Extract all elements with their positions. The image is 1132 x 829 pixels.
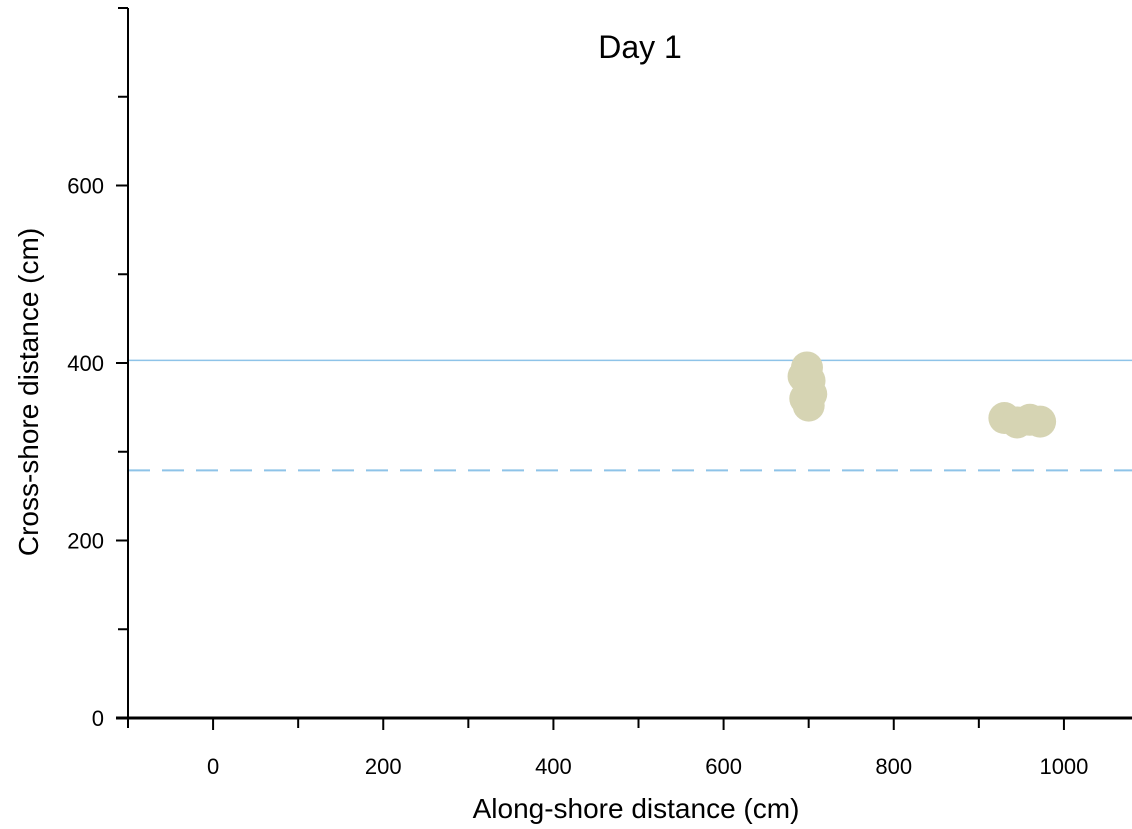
data-point bbox=[1024, 405, 1057, 438]
x-tick-label: 200 bbox=[365, 754, 402, 779]
reference-lines bbox=[128, 359, 1132, 472]
y-tick-label: 200 bbox=[67, 529, 104, 554]
x-tick-label: 1000 bbox=[1039, 754, 1088, 779]
data-point bbox=[789, 382, 822, 415]
x-tick-label: 600 bbox=[705, 754, 742, 779]
x-tick-label: 0 bbox=[207, 754, 219, 779]
y-axis-ticks: 0 200 400 600 bbox=[67, 7, 128, 731]
x-axis-ticks: 0 200 400 600 800 1000 bbox=[127, 718, 1088, 779]
x-tick-label: 400 bbox=[535, 754, 572, 779]
x-axis-title: Along-shore distance (cm) bbox=[473, 793, 800, 824]
chart-title: Day 1 bbox=[598, 29, 682, 65]
y-axis-title: Cross-shore distance (cm) bbox=[13, 228, 44, 556]
data-points bbox=[787, 351, 1057, 439]
y-tick-label: 400 bbox=[67, 351, 104, 376]
x-tick-label: 800 bbox=[875, 754, 912, 779]
y-tick-label: 600 bbox=[67, 174, 104, 199]
y-tick-label: 0 bbox=[92, 706, 104, 731]
